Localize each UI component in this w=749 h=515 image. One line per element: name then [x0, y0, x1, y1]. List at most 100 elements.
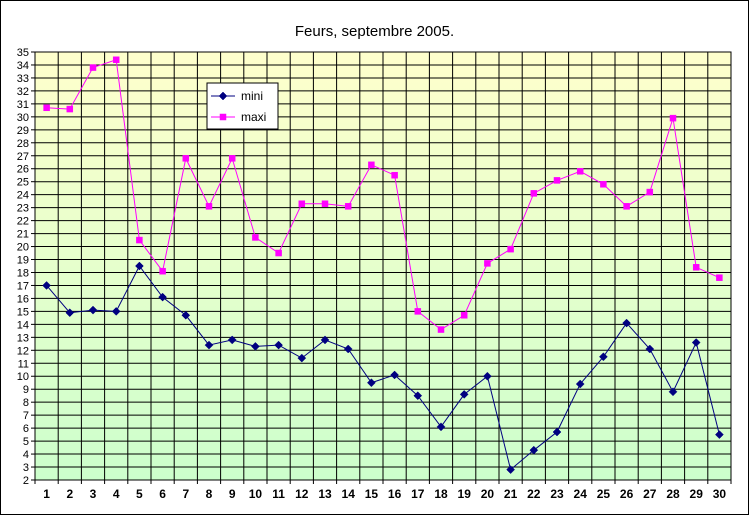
x-tick-label: 28 [666, 487, 680, 501]
legend-marker-maxi [219, 113, 227, 121]
y-tick-label: 25 [17, 177, 29, 189]
x-tick-label: 19 [458, 487, 472, 501]
y-tick-label: 32 [17, 86, 29, 98]
x-tick-label: 8 [206, 487, 213, 501]
x-tick-label: 5 [136, 487, 143, 501]
y-tick-label: 28 [17, 138, 29, 150]
data-point-mini [529, 445, 539, 455]
x-tick-label: 18 [434, 487, 448, 501]
x-tick-label: 12 [295, 487, 309, 501]
data-point-mini [135, 261, 144, 271]
y-tick-label: 22 [17, 216, 29, 228]
y-tick-label: 26 [17, 164, 29, 176]
y-tick-label: 19 [17, 255, 29, 267]
data-point-mini [506, 465, 515, 474]
y-tick-label: 18 [17, 267, 29, 279]
data-point-maxi [669, 114, 677, 122]
data-point-maxi [228, 155, 236, 162]
x-tick-label: 23 [550, 487, 564, 501]
data-point-maxi [553, 177, 561, 184]
y-tick-label: 15 [17, 306, 29, 318]
x-tick-label: 6 [159, 487, 166, 501]
x-tick-label: 14 [342, 487, 356, 501]
data-point-maxi [437, 326, 445, 333]
data-point-maxi [43, 104, 50, 112]
data-point-mini [181, 310, 191, 320]
y-tick-label: 12 [17, 345, 29, 357]
data-point-mini [413, 391, 423, 401]
y-tick-label: 9 [23, 384, 29, 396]
y-tick-label: 20 [17, 242, 29, 254]
data-point-maxi [623, 203, 630, 210]
x-tick-label: 15 [365, 487, 379, 501]
data-point-maxi [344, 203, 352, 210]
y-tick-label: 2 [23, 475, 29, 487]
data-point-maxi [205, 203, 213, 210]
x-tick-label: 27 [643, 487, 657, 501]
x-tick-label: 24 [574, 487, 588, 501]
series-mini [42, 261, 724, 474]
data-point-maxi [298, 200, 306, 207]
data-point-mini [459, 390, 469, 399]
data-point-mini [390, 370, 399, 380]
y-tick-label: 35 [17, 47, 29, 59]
data-point-mini [343, 344, 353, 354]
x-tick-label: 9 [229, 487, 236, 501]
data-point-maxi [391, 171, 398, 179]
x-tick-label: 3 [90, 487, 97, 501]
data-point-mini [42, 281, 51, 290]
data-point-mini [111, 307, 121, 316]
legend-box [206, 82, 279, 130]
y-tick-label: 14 [17, 319, 29, 331]
legend-marker-mini [218, 91, 228, 101]
data-point-mini [251, 342, 260, 351]
data-point-mini [575, 379, 585, 389]
y-tick-label: 10 [17, 371, 29, 383]
x-tick-label: 7 [182, 487, 189, 501]
legend-label-maxi: maxi [241, 110, 266, 124]
data-point-mini [227, 335, 237, 345]
data-point-mini [483, 371, 492, 381]
data-point-maxi [414, 308, 422, 315]
y-tick-label: 29 [17, 125, 29, 137]
series-line-maxi [46, 59, 720, 331]
data-point-mini [552, 427, 562, 437]
data-point-mini [204, 340, 214, 350]
y-tick-label: 17 [17, 280, 29, 292]
x-tick-label: 25 [597, 487, 611, 501]
data-point-maxi [252, 234, 259, 241]
data-point-maxi [275, 249, 282, 257]
data-point-maxi [368, 161, 375, 169]
data-point-mini [622, 318, 631, 328]
y-axis-ticks: 2345678910111213141516171819202122232425… [17, 47, 35, 487]
data-point-maxi [136, 236, 143, 244]
x-tick-label: 20 [481, 487, 495, 501]
y-tick-label: 4 [23, 449, 29, 461]
data-point-maxi [716, 274, 723, 281]
data-point-maxi [530, 190, 538, 197]
legend: mini maxi [206, 82, 279, 130]
y-tick-label: 31 [17, 99, 29, 111]
data-point-maxi [576, 168, 584, 175]
y-tick-label: 11 [18, 358, 29, 370]
x-tick-label: 17 [411, 487, 425, 501]
chart-title: Feurs, septembre 2005. [294, 23, 455, 40]
x-tick-label: 13 [318, 487, 332, 501]
x-tick-label: 2 [66, 487, 73, 501]
x-tick-label: 11 [272, 487, 285, 501]
y-tick-label: 3 [23, 462, 29, 474]
y-tick-label: 7 [23, 410, 29, 422]
y-tick-label: 6 [23, 423, 29, 435]
data-point-maxi [182, 155, 190, 162]
data-point-mini [274, 340, 283, 350]
data-point-maxi [460, 312, 468, 319]
legend-label-mini: mini [241, 89, 263, 103]
data-point-maxi [66, 105, 74, 113]
y-tick-label: 13 [17, 332, 29, 344]
data-point-maxi [89, 64, 97, 71]
x-tick-label: 29 [690, 487, 704, 501]
data-point-mini [367, 378, 376, 388]
x-tick-label: 16 [388, 487, 402, 501]
data-point-maxi [692, 264, 700, 271]
